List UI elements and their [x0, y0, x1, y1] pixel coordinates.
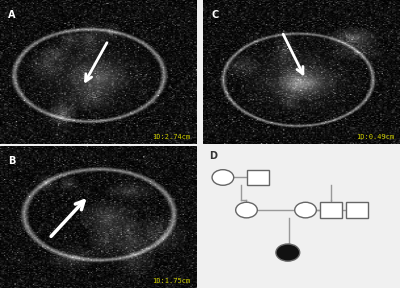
Text: D: D [209, 151, 217, 160]
Circle shape [236, 202, 257, 218]
Circle shape [276, 244, 300, 261]
Text: A: A [8, 10, 15, 20]
Text: B: B [8, 156, 15, 166]
Text: 1D:1.75cm: 1D:1.75cm [153, 278, 191, 284]
Text: 1D:0.49cm: 1D:0.49cm [356, 134, 394, 140]
Text: C: C [211, 10, 218, 20]
Bar [346, 202, 368, 218]
Circle shape [295, 202, 316, 218]
Text: 1D:2.74cm: 1D:2.74cm [153, 134, 191, 140]
Bar [320, 202, 342, 218]
Bar [248, 170, 269, 185]
Circle shape [212, 170, 234, 185]
